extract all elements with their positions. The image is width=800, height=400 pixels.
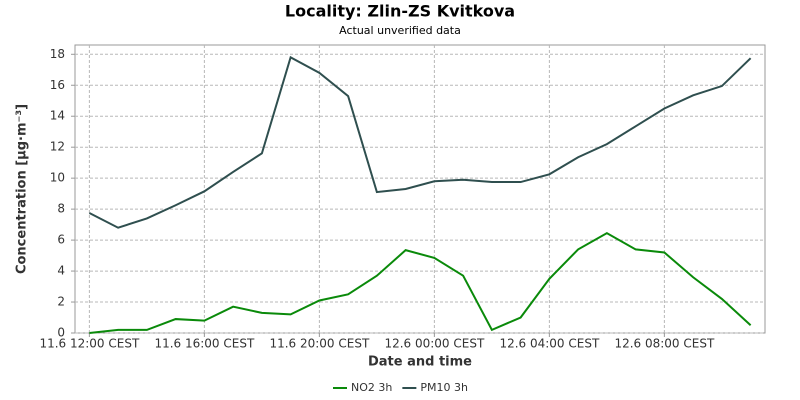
- legend-label: NO2 3h: [351, 381, 392, 394]
- y-tick-label: 8: [57, 202, 65, 216]
- plot-area: [74, 44, 766, 334]
- x-tick-label: 12.6 00:00 CEST: [384, 337, 485, 351]
- y-tick-label: 10: [50, 171, 65, 185]
- y-tick-label: 18: [50, 47, 65, 61]
- y-tick-label: 2: [57, 295, 65, 309]
- chart-subtitle: Actual unverified data: [339, 24, 461, 37]
- y-tick-label: 6: [57, 233, 65, 247]
- series-line: [89, 231, 752, 334]
- x-axis-label: Date and time: [368, 355, 472, 370]
- x-tick-label: 11.6 12:00 CEST: [39, 337, 140, 351]
- x-tick-label: 12.6 04:00 CEST: [499, 337, 600, 351]
- chart-title: Locality: Zlin-ZS Kvitkova: [285, 2, 515, 21]
- legend-label: PM10 3h: [420, 381, 468, 394]
- y-tick-label: 12: [50, 140, 65, 154]
- series-line: [88, 55, 752, 229]
- x-tick-label: 12.6 08:00 CEST: [614, 337, 715, 351]
- y-tick-label: 0: [57, 326, 65, 340]
- y-tick-label: 14: [50, 109, 65, 123]
- x-tick-label: 11.6 20:00 CEST: [269, 337, 370, 351]
- y-tick-label: 16: [50, 78, 65, 92]
- x-tick-label: 11.6 16:00 CEST: [154, 337, 255, 351]
- y-axis-label: Concentration [µg·m⁻³]: [15, 104, 30, 274]
- y-tick-label: 4: [57, 264, 65, 278]
